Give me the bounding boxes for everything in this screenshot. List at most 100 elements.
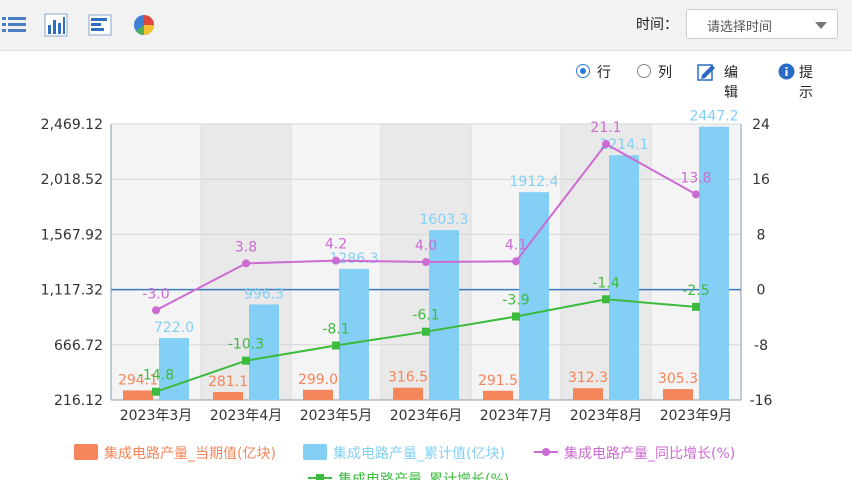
edit-label: 编辑 <box>724 65 738 101</box>
row-radio[interactable] <box>576 64 590 78</box>
line-point <box>602 140 610 149</box>
legend-label: 集成电路产量_同比增长(%) <box>564 445 735 462</box>
line-data-label: -2.5 <box>682 283 709 299</box>
legend-marker <box>316 474 324 480</box>
line-data-label: 13.8 <box>680 170 711 186</box>
y-left-tick-label: 2,018.52 <box>41 172 103 188</box>
legend-swatch <box>303 444 327 460</box>
column-label: 列 <box>658 65 672 81</box>
bar <box>573 388 603 400</box>
y-right-tick-label: 24 <box>752 117 770 133</box>
line-point <box>242 356 250 365</box>
column-radio[interactable] <box>637 64 651 78</box>
list-view-icon[interactable] <box>0 12 28 38</box>
bar <box>519 192 549 400</box>
legend-marker <box>542 448 550 456</box>
line-data-label: -3.0 <box>142 286 169 302</box>
y-left-tick-label: 2,469.12 <box>41 117 103 133</box>
row-label: 行 <box>597 65 611 81</box>
line-point <box>152 387 160 396</box>
y-left-tick-label: 1,567.92 <box>41 227 103 243</box>
line-data-label: -14.8 <box>138 368 174 384</box>
pie-chart-icon[interactable] <box>130 12 158 38</box>
y-right-tick-label: 0 <box>757 283 766 299</box>
y-right-tick-label: -16 <box>750 393 773 409</box>
bar-data-label: 305.3 <box>658 371 698 387</box>
line-data-label: 4.2 <box>325 237 347 253</box>
bar-data-label: 294.1 <box>118 372 158 388</box>
line-data-label: 4.0 <box>415 238 437 254</box>
legend-swatch <box>74 444 98 460</box>
line-point <box>152 306 160 315</box>
line-data-label: 3.8 <box>235 239 257 255</box>
line-data-label: 4.1 <box>505 237 527 253</box>
x-tick-label: 2023年7月 <box>480 408 553 424</box>
line-point <box>242 259 250 268</box>
legend-label: 集成电路产量_累计值(亿块) <box>333 445 505 462</box>
bar <box>393 387 423 400</box>
x-tick-label: 2023年8月 <box>570 408 643 424</box>
edit-icon[interactable] <box>697 62 717 82</box>
bar <box>123 390 153 400</box>
x-tick-label: 2023年4月 <box>210 408 283 424</box>
line-point <box>332 256 340 265</box>
bar <box>339 268 369 400</box>
y-left-tick-label: 1,117.32 <box>41 283 103 299</box>
x-tick-label: 2023年5月 <box>300 408 373 424</box>
line-point <box>422 327 430 336</box>
bar-data-label: 316.5 <box>388 370 428 386</box>
bar-data-label: 281.1 <box>208 374 248 390</box>
x-tick-label: 2023年9月 <box>660 408 733 424</box>
bar-data-label: 2214.1 <box>600 137 649 153</box>
line-data-label: -6.1 <box>412 308 439 324</box>
bar <box>429 230 459 400</box>
chevron-down-icon <box>815 22 827 29</box>
y-right-tick-label: 16 <box>752 172 770 188</box>
toolbar: 时间： 请选择时间 <box>0 0 852 51</box>
bar <box>483 390 513 400</box>
line-point <box>422 258 430 266</box>
legend-label: 集成电路产量_当期值(亿块) <box>104 445 276 462</box>
time-select-placeholder: 请选择时间 <box>707 20 773 35</box>
bar <box>303 389 333 400</box>
x-tick-label: 2023年3月 <box>120 408 193 424</box>
bar-data-label: 291.5 <box>478 373 518 389</box>
bar-data-label: 312.3 <box>568 370 608 386</box>
line-data-label: -1.4 <box>592 275 619 291</box>
line-point <box>692 190 700 199</box>
x-tick-label: 2023年6月 <box>390 408 463 424</box>
bar-data-label: 1286.3 <box>330 251 379 267</box>
line-point <box>692 302 700 311</box>
info-icon[interactable] <box>778 63 795 80</box>
line-data-label: -3.9 <box>502 293 529 309</box>
line-point <box>512 257 520 266</box>
time-select[interactable]: 请选择时间 <box>686 9 838 39</box>
line-data-label: -8.1 <box>322 321 349 337</box>
line-point <box>332 341 340 350</box>
bar-data-label: 299.0 <box>298 372 338 388</box>
bar <box>663 389 693 400</box>
line-data-label: -10.3 <box>228 337 264 353</box>
bar-data-label: 2447.2 <box>690 109 739 125</box>
y-right-tick-label: -8 <box>754 338 768 354</box>
bar <box>213 392 243 400</box>
y-right-tick-label: 8 <box>757 227 766 243</box>
y-left-tick-label: 666.72 <box>54 338 103 354</box>
bar <box>609 155 639 400</box>
tips-label: 提示 <box>799 65 813 101</box>
chart-area: 2,469.12 2,018.52 1,567.92 1,117.32 666.72 21… <box>41 109 773 480</box>
line-data-label: 21.1 <box>590 120 621 136</box>
bar <box>249 304 279 400</box>
legend-label: 集成电路产量_累计增长(%) <box>338 471 509 480</box>
bar-data-label: 722.0 <box>154 320 194 336</box>
bar-chart-icon[interactable] <box>42 12 70 38</box>
bar <box>699 126 729 400</box>
time-label: 时间： <box>636 17 678 33</box>
horizontal-bar-icon[interactable] <box>86 12 114 38</box>
line-point <box>602 295 610 304</box>
bar-data-label: 996.3 <box>244 286 284 302</box>
y-left-tick-label: 216.12 <box>54 393 103 409</box>
line-point <box>512 312 520 321</box>
bar-data-label: 1603.3 <box>420 212 469 228</box>
bar-data-label: 1912.4 <box>510 174 559 190</box>
